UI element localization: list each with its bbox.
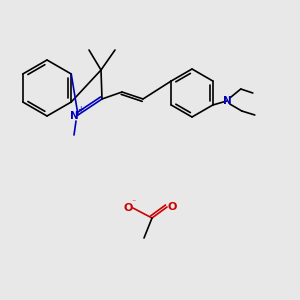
Text: N: N	[224, 96, 232, 106]
Text: ⁻: ⁻	[132, 197, 136, 206]
Text: N: N	[70, 111, 78, 121]
Text: O: O	[167, 202, 177, 212]
Text: O: O	[123, 203, 133, 213]
Text: +: +	[77, 106, 83, 115]
